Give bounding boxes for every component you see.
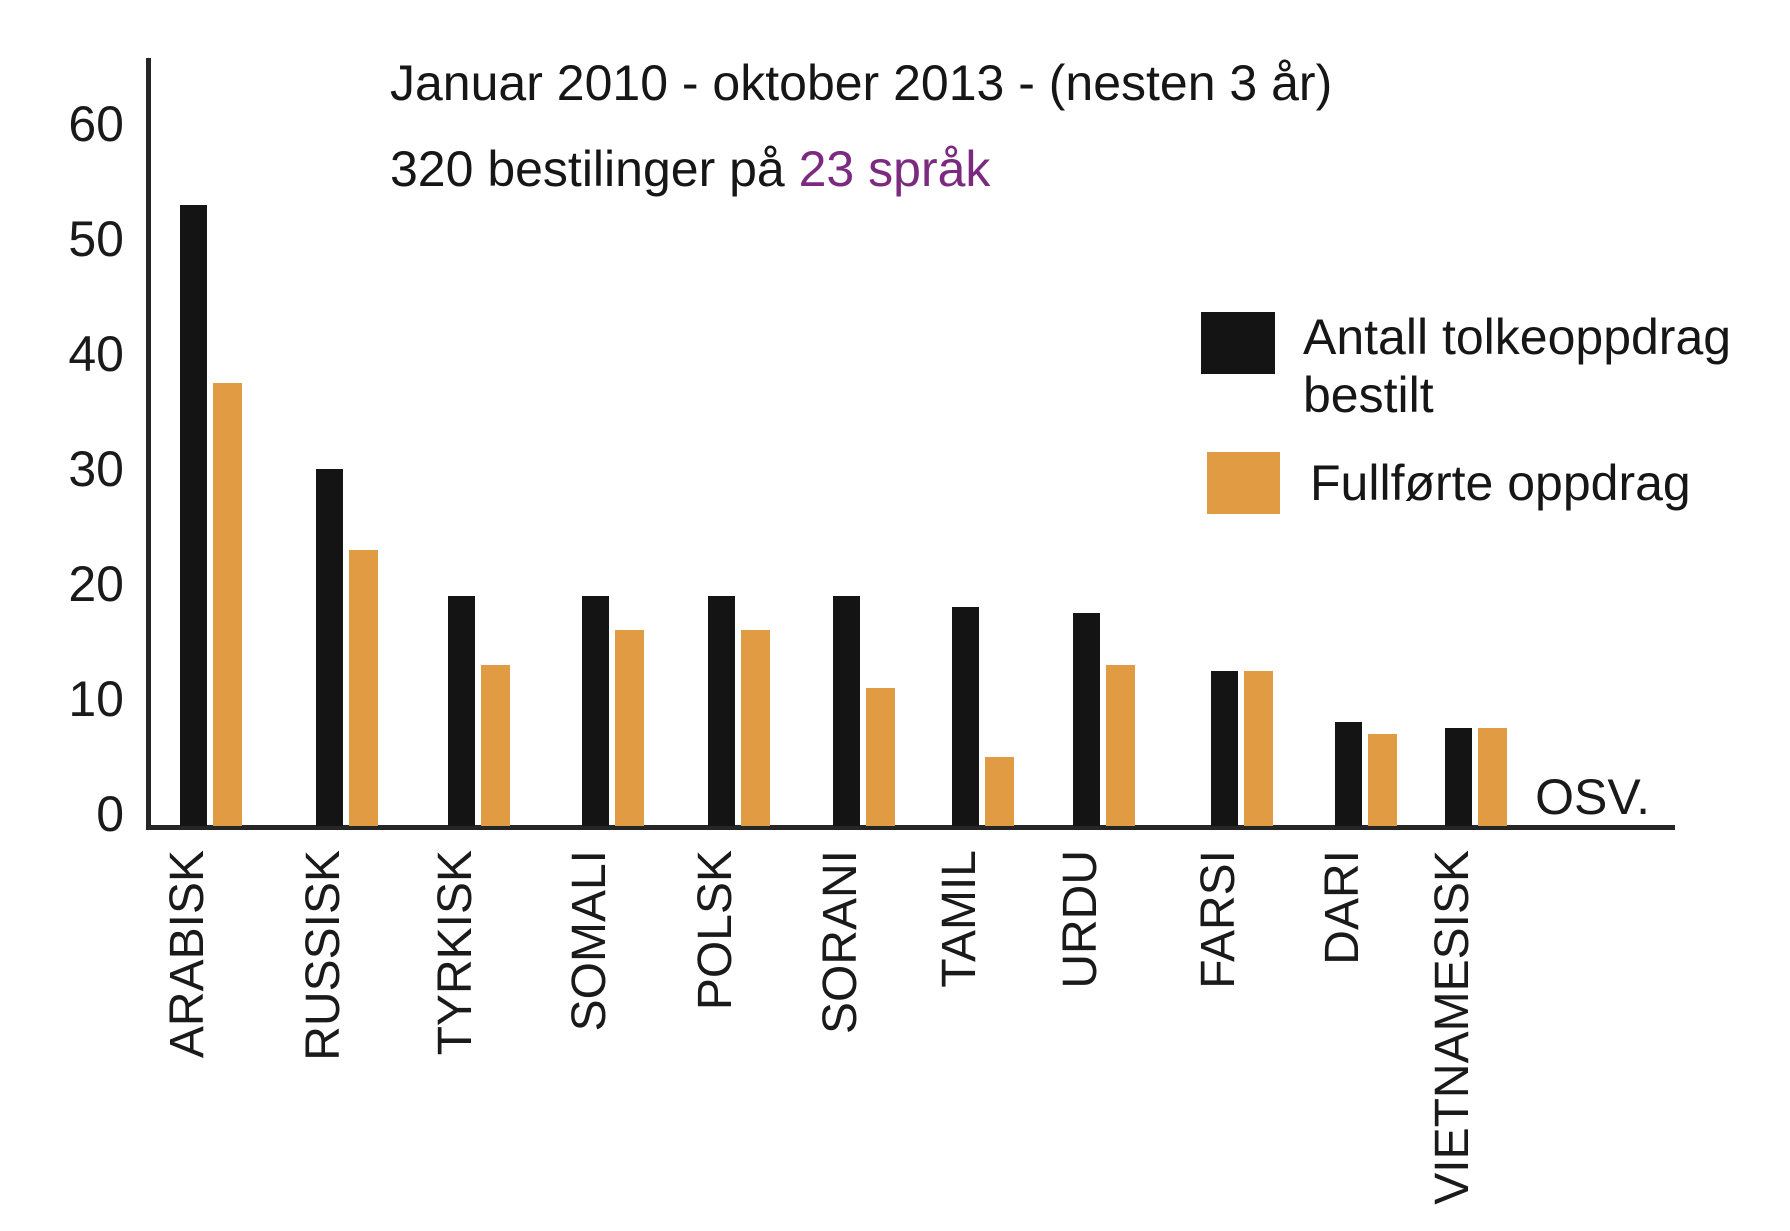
y-axis-line	[146, 58, 151, 830]
bar-bestilt-arabisk	[180, 205, 207, 826]
bar-bestilt-somali	[582, 596, 609, 826]
y-tick-label-30: 30	[68, 441, 124, 497]
x-label-urdu: URDU	[1054, 850, 1107, 989]
x-label-somali: SOMALI	[563, 850, 616, 1032]
bar-fullfort-dari	[1368, 734, 1397, 826]
x-label-farsi: FARSI	[1192, 850, 1245, 989]
bar-fullfort-tyrkisk	[481, 665, 510, 826]
chart-title-language-count: 23 språk	[798, 141, 991, 197]
bar-fullfort-farsi	[1244, 671, 1273, 826]
x-label-tyrkisk: TYRKISK	[429, 850, 482, 1056]
x-label-russisk: RUSSISK	[297, 850, 350, 1061]
bar-fullfort-polsk	[741, 630, 770, 826]
chart-title-line2-prefix: 320 bestilinger på	[390, 141, 799, 197]
bar-fullfort-somali	[615, 630, 644, 826]
bar-bestilt-farsi	[1211, 671, 1238, 826]
bar-fullfort-russisk	[349, 550, 378, 826]
legend-swatch-fullfort	[1207, 452, 1280, 514]
chart-title-line1: Januar 2010 - oktober 2013 - (nesten 3 å…	[390, 55, 1333, 111]
legend-swatch-bestilt	[1201, 312, 1275, 374]
bar-bestilt-dari	[1335, 722, 1362, 826]
y-tick-label-10: 10	[68, 671, 124, 727]
bar-fullfort-vietnamesisk	[1478, 728, 1507, 826]
chart-title-line2: 320 bestilinger på 23 språk	[390, 126, 1332, 212]
x-label-polsk: POLSK	[689, 850, 742, 1011]
legend-label-bestilt: Antall tolkeoppdrag bestilt	[1303, 309, 1732, 423]
y-tick-label-0: 0	[96, 786, 124, 842]
bar-bestilt-tyrkisk	[448, 596, 475, 826]
x-label-vietnamesisk: VIETNAMESISK	[1426, 850, 1479, 1205]
bar-fullfort-arabisk	[213, 383, 242, 826]
bar-fullfort-tamil	[985, 757, 1014, 826]
x-label-tamil: TAMIL	[933, 850, 986, 988]
x-axis-line	[146, 825, 1675, 830]
bar-bestilt-urdu	[1073, 613, 1100, 826]
y-tick-label-50: 50	[68, 211, 124, 267]
bar-bestilt-polsk	[708, 596, 735, 826]
legend-label-fullfort: Fullførte oppdrag	[1310, 455, 1691, 511]
x-label-arabisk: ARABISK	[161, 850, 214, 1059]
bar-bestilt-russisk	[316, 469, 343, 826]
bar-fullfort-urdu	[1106, 665, 1135, 826]
bar-fullfort-sorani	[866, 688, 895, 826]
chart-title: Januar 2010 - oktober 2013 - (nesten 3 å…	[390, 40, 1332, 212]
x-label-sorani: SORANI	[814, 850, 867, 1035]
bar-bestilt-tamil	[952, 607, 979, 826]
x-label-dari: DARI	[1316, 850, 1369, 965]
y-tick-label-20: 20	[68, 556, 124, 612]
y-tick-label-60: 60	[68, 96, 124, 152]
y-tick-label-40: 40	[68, 326, 124, 382]
bar-bestilt-sorani	[833, 596, 860, 826]
osv-label: OSV.	[1535, 769, 1650, 825]
bar-bestilt-vietnamesisk	[1445, 728, 1472, 826]
